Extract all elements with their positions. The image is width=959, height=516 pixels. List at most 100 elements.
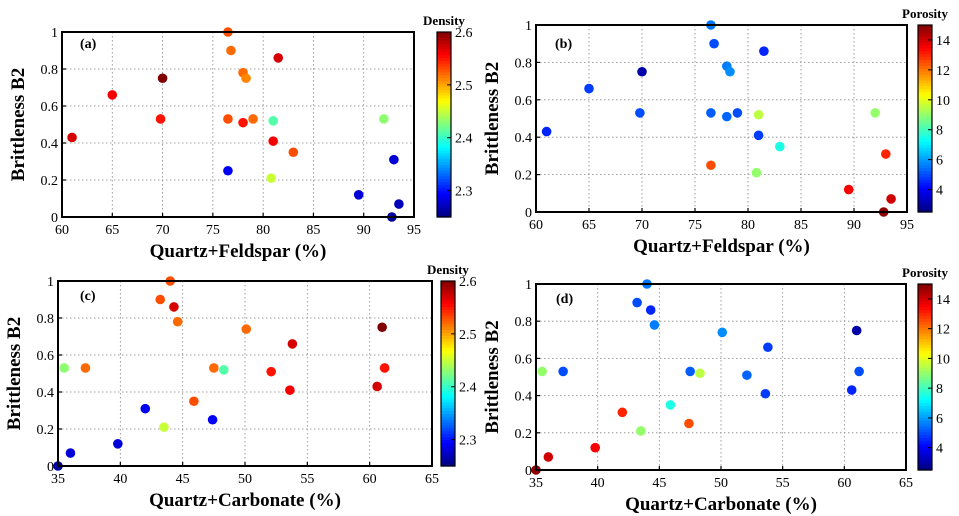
- colorbar-segment: [918, 39, 932, 44]
- scatter-point: [266, 366, 276, 377]
- colorbar-segment: [437, 182, 451, 186]
- x-tick-label: 85: [794, 218, 808, 233]
- colorbar-segment: [441, 448, 455, 453]
- colorbar-segment: [441, 361, 455, 366]
- scatter-point: [169, 302, 179, 312]
- colorbar-tick-label: 2.4: [455, 132, 473, 147]
- colorbar-segment: [918, 408, 932, 413]
- plot-area: [536, 25, 907, 212]
- x-tick-label: 80: [741, 218, 755, 233]
- colorbar-segment: [441, 312, 455, 317]
- colorbar-segment: [441, 422, 455, 427]
- scatter-point: [543, 452, 554, 462]
- colorbar-segment: [437, 72, 451, 76]
- colorbar-segment: [918, 286, 932, 291]
- panel-label: (c): [80, 289, 96, 304]
- colorbar-segment: [918, 30, 932, 35]
- colorbar-frame: [917, 24, 933, 213]
- colorbar-segment: [437, 69, 451, 74]
- colorbar-segment: [441, 393, 455, 398]
- scatter-point: [722, 111, 732, 122]
- colorbar-segment: [918, 27, 932, 32]
- colorbar-segment: [437, 101, 451, 105]
- colorbar-segment: [918, 162, 932, 166]
- colorbar-segment: [918, 295, 932, 300]
- colorbar-segment: [918, 318, 932, 323]
- scatter-point: [288, 147, 299, 158]
- colorbar-segment: [437, 136, 451, 140]
- colorbar-segment: [437, 118, 451, 123]
- scatter-point: [541, 126, 552, 137]
- colorbar-segment: [437, 81, 451, 85]
- colorbar-segment: [437, 147, 451, 152]
- colorbar-segment: [441, 413, 455, 418]
- scatter-point: [753, 109, 764, 120]
- colorbar-segment: [437, 188, 451, 192]
- colorbar-segment: [918, 60, 932, 64]
- y-tick-label: 0.2: [37, 423, 55, 438]
- colorbar-segment: [441, 315, 455, 320]
- colorbar-segment: [437, 58, 451, 62]
- colorbar-segment: [918, 194, 932, 198]
- colorbar-segment: [918, 362, 932, 366]
- colorbar-segment: [918, 403, 932, 407]
- x-axis-label: Quartz+Carbonate (%): [149, 490, 341, 511]
- scatter-point: [706, 108, 716, 118]
- colorbar-segment: [437, 153, 451, 157]
- x-axis-label: Quartz+Carbonate (%): [625, 494, 817, 515]
- y-tick-label: 0: [47, 460, 54, 475]
- scatter-point: [268, 136, 279, 146]
- colorbar-segment: [918, 443, 932, 448]
- colorbar-segment: [918, 165, 932, 169]
- x-axis-label: Quartz+Feldspar (%): [150, 241, 327, 262]
- scatter-point: [113, 439, 123, 449]
- colorbar-segment: [918, 432, 932, 436]
- colorbar-segment: [437, 138, 451, 143]
- scatter-point: [558, 366, 568, 377]
- colorbar-segment: [437, 202, 451, 207]
- colorbar-segment: [441, 390, 455, 395]
- colorbar-segment: [437, 46, 451, 50]
- x-tick-label: 65: [582, 218, 596, 233]
- colorbar-segment: [918, 347, 932, 352]
- scatter-point: [645, 305, 656, 315]
- x-tick-label: 80: [256, 223, 270, 238]
- colorbar-segment: [918, 350, 932, 355]
- colorbar-segment: [918, 171, 932, 175]
- colorbar-segment: [918, 461, 932, 465]
- scatter-point: [870, 108, 880, 118]
- y-tick-label: 0.8: [37, 312, 55, 327]
- colorbar-tick-label: 8: [936, 124, 943, 139]
- colorbar-segment: [437, 37, 451, 42]
- colorbar-tick-label: 12: [936, 323, 950, 338]
- colorbar-segment: [441, 298, 455, 302]
- scatter-point: [389, 154, 399, 165]
- colorbar-segment: [918, 136, 932, 140]
- scatter-point: [226, 45, 236, 56]
- colorbar-segment: [441, 321, 455, 325]
- colorbar-segment: [918, 174, 932, 178]
- colorbar-title: Porosity: [902, 6, 948, 21]
- colorbar-segment: [437, 92, 451, 97]
- colorbar-segment: [437, 141, 451, 146]
- colorbar-segment: [437, 107, 451, 111]
- x-tick-label: 40: [591, 476, 605, 491]
- colorbar-segment: [441, 330, 455, 334]
- colorbar-segment: [918, 57, 932, 61]
- colorbar-segment: [441, 341, 455, 346]
- y-tick-label: 0: [525, 206, 532, 221]
- colorbar-segment: [918, 455, 932, 459]
- scatter-point: [775, 141, 785, 152]
- scatter-point: [207, 414, 218, 425]
- x-tick-label: 50: [238, 472, 252, 487]
- scatter-point: [241, 324, 252, 334]
- colorbar-segment: [441, 367, 455, 372]
- colorbar-tick-label: 6: [936, 154, 943, 169]
- colorbar-segment: [437, 133, 451, 137]
- colorbar-segment: [441, 335, 455, 340]
- colorbar-segment: [918, 65, 932, 70]
- colorbar-segment: [437, 185, 451, 189]
- colorbar-segment: [441, 442, 455, 447]
- colorbar-segment: [918, 429, 932, 433]
